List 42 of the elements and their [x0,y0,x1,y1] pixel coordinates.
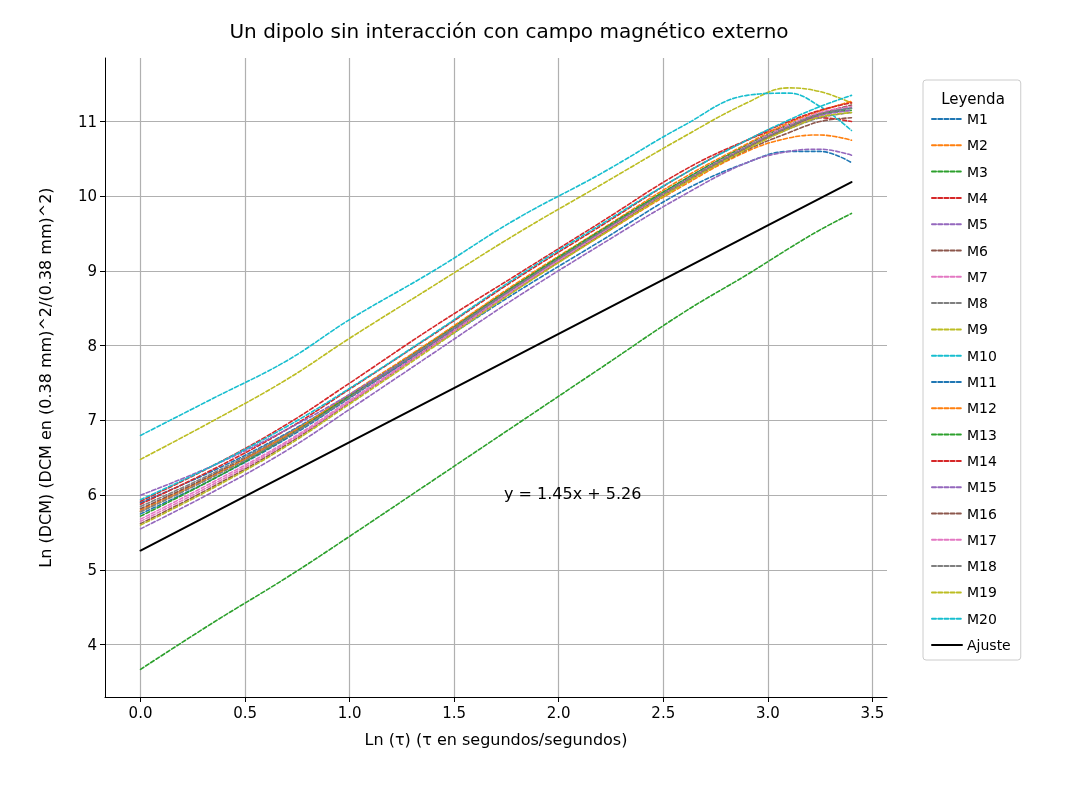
legend-label: M17 [967,531,997,548]
legend-label: M8 [967,295,988,312]
legend-label: M6 [967,242,989,259]
chart-title: Un dipolo sin interacción con campo magnético externo [229,19,789,43]
y-axis-title: Ln (DCM) (DCM en (0.38 mm)^2/(0.38 mm)^2) [35,187,55,568]
y-tick-label: 4 [87,635,97,654]
legend-label: M3 [967,163,988,180]
y-tick-label: 9 [87,262,97,280]
x-tick-label: 3.0 [755,703,780,722]
legend-label: M20 [967,610,997,627]
legend-label: M5 [967,216,988,233]
x-tick-label: 2.0 [546,703,571,722]
legend-label: Ajuste [967,637,1011,653]
legend-label: M9 [967,321,988,338]
y-tick-label: 8 [87,336,97,355]
y-tick-label: 6 [87,486,97,505]
legend-label: M13 [967,426,997,443]
legend-label: M16 [967,505,997,522]
x-tick-label: 2.5 [651,703,676,722]
x-tick-label: 0.0 [128,703,153,722]
legend-label: M10 [967,347,997,364]
legend-label: M4 [967,189,989,206]
x-tick-label: 3.5 [860,703,885,722]
legend-label: M14 [967,452,997,469]
x-axis-title: Ln (τ) (τ en segundos/segundos) [364,729,628,749]
x-tick-label: 1.5 [442,703,467,722]
y-tick-label: 10 [77,187,97,206]
legend-label: M7 [967,268,988,285]
y-tick-label: 5 [87,560,97,579]
x-tick-label: 0.5 [233,703,258,722]
legend-title: Leyenda [941,89,1005,108]
x-tick-label: 1.0 [337,703,362,722]
y-tick-label: 11 [77,112,97,131]
legend-label: M15 [967,479,997,496]
legend-label: M19 [967,584,997,601]
legend-label: M1 [967,111,988,127]
legend-label: M18 [967,558,997,575]
legend-label: M11 [967,374,997,390]
legend-label: M12 [967,400,997,417]
legend-label: M2 [967,137,988,154]
annotation: y = 1.45x + 5.26 [504,484,642,504]
y-tick-label: 7 [87,411,97,430]
